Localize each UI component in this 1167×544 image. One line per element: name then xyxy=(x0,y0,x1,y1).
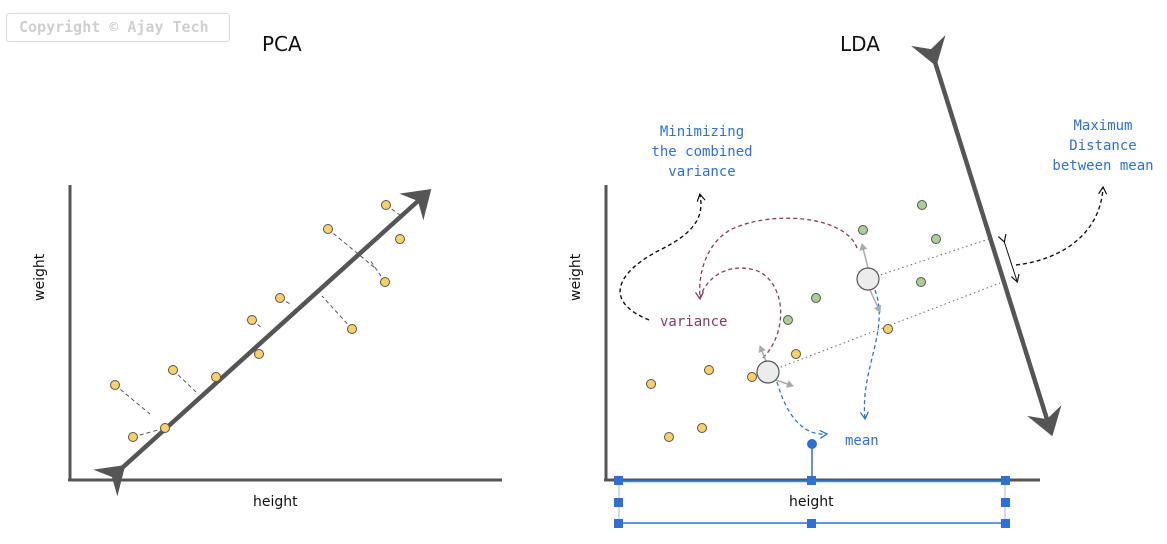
pca-y-axis-label: weight xyxy=(32,253,48,301)
lda-point-yellow xyxy=(883,324,893,334)
label-mean: mean xyxy=(845,433,879,449)
pca-point xyxy=(381,200,391,210)
label-variance: variance xyxy=(660,314,728,330)
pca-point xyxy=(160,423,170,433)
mean-green-class xyxy=(856,267,880,291)
lda-point-yellow xyxy=(747,372,757,382)
mean-yellow-class xyxy=(756,360,780,384)
pca-point xyxy=(395,234,405,244)
lda-y-axis-label: weight xyxy=(568,253,584,301)
distance-double-arrow xyxy=(997,233,1020,284)
variance-curve-bottom xyxy=(699,267,782,359)
pca-projection-lines xyxy=(114,204,401,438)
lda-discriminant-axis-arrow xyxy=(911,35,1062,437)
pca-point xyxy=(275,293,285,303)
pca-point xyxy=(110,380,120,390)
pca-x-axis-label: height xyxy=(253,494,298,510)
lda-x-axis-label: height xyxy=(789,494,834,510)
pca-point xyxy=(323,224,333,234)
pca-point xyxy=(128,432,138,442)
lda-point-yellow xyxy=(646,379,656,389)
lda-class-yellow-points xyxy=(646,324,893,442)
minimizing-annotation-curve xyxy=(619,192,706,321)
selection-handles[interactable] xyxy=(614,439,1010,528)
lda-point-yellow xyxy=(704,365,714,375)
mean-curve-top xyxy=(859,289,880,421)
pca-title: PCA xyxy=(262,32,302,56)
annotation-maximum-distance: Maximum Distance between mean xyxy=(1052,118,1154,174)
pca-point xyxy=(254,349,264,359)
lda-point-green xyxy=(917,200,927,210)
lda-point-green xyxy=(811,293,821,303)
pca-points xyxy=(110,200,405,442)
pca-principal-axis-arrow xyxy=(93,188,432,497)
lda-point-yellow xyxy=(697,423,707,433)
pca-point xyxy=(247,315,257,325)
mean-curve-bottom xyxy=(776,381,829,439)
lda-point-yellow xyxy=(664,432,674,442)
pca-point xyxy=(347,324,357,334)
lda-axes xyxy=(604,185,1040,482)
annotation-minimizing: Minimizing the combined variance xyxy=(651,124,753,180)
lda-class-green-points xyxy=(783,200,941,325)
lda-point-green xyxy=(931,234,941,244)
pca-point xyxy=(168,365,178,375)
variance-curve-top xyxy=(694,217,858,301)
pca-point xyxy=(380,277,390,287)
lda-title: LDA xyxy=(840,32,880,56)
rotate-handle xyxy=(807,439,817,449)
lda-point-green xyxy=(858,225,868,235)
maximum-annotation-curve xyxy=(1015,185,1108,266)
lda-point-yellow xyxy=(791,349,801,359)
copyright-badge: Copyright © Ajay Tech xyxy=(6,13,230,42)
mean-projection-lines xyxy=(767,237,1001,373)
mean-spread-arrows xyxy=(758,243,882,388)
lda-point-green xyxy=(916,277,926,287)
pca-point xyxy=(211,372,221,382)
lda-point-green xyxy=(783,315,793,325)
